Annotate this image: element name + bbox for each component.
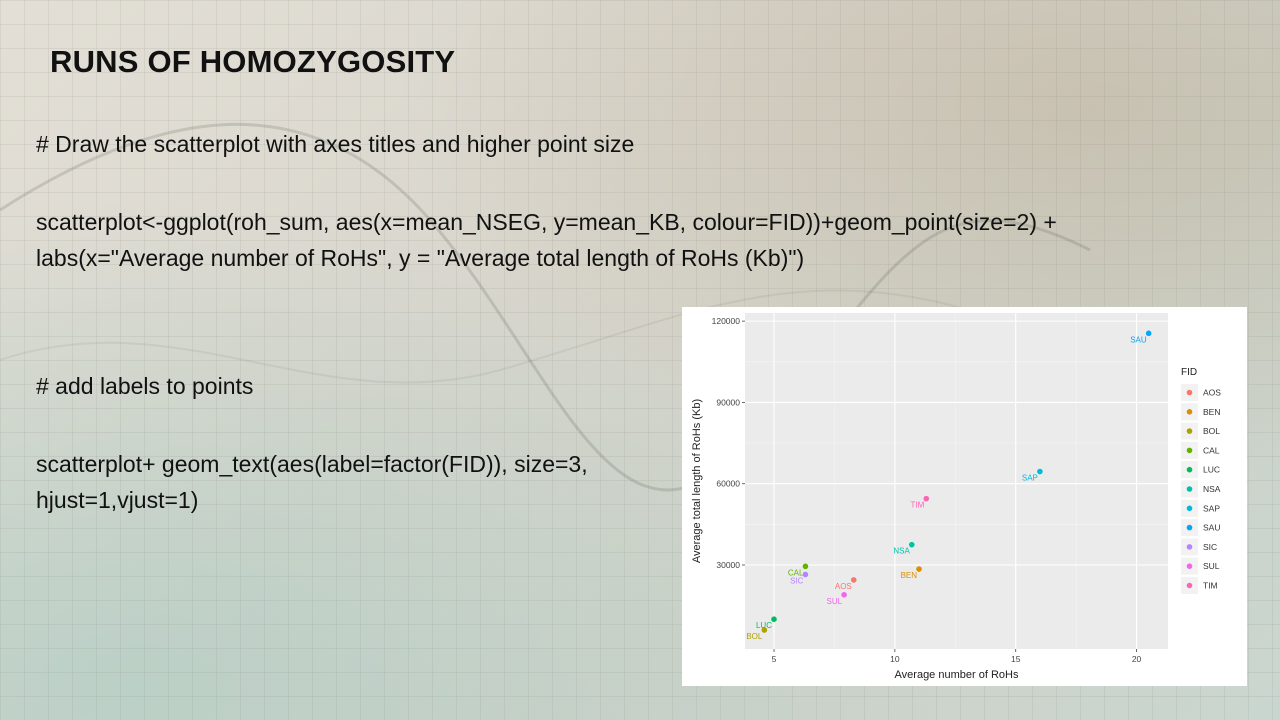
y-tick-label: 120000 [712, 316, 741, 326]
point-label-sic: SIC [790, 576, 804, 585]
point-sap [1037, 468, 1043, 475]
legend-point-aos [1186, 389, 1193, 396]
point-tim [923, 495, 930, 502]
legend-point-sap [1186, 505, 1193, 512]
x-tick-label: 20 [1132, 654, 1142, 664]
y-tick-label: 60000 [716, 479, 740, 489]
legend-point-sul [1186, 563, 1193, 569]
legend-label-sic: SIC [1203, 542, 1217, 552]
point-sul [841, 592, 847, 598]
legend-label-aos: AOS [1203, 388, 1221, 398]
point-label-luc: LUC [756, 621, 772, 630]
legend-label-cal: CAL [1203, 445, 1220, 455]
legend-point-sic [1186, 544, 1193, 550]
point-sic [802, 571, 809, 578]
legend-label-luc: LUC [1203, 465, 1220, 475]
point-label-bol: BOL [746, 632, 763, 641]
legend-point-ben [1186, 409, 1193, 415]
legend-point-luc [1186, 466, 1193, 473]
comment-add-labels: # add labels to points [36, 373, 254, 399]
legend-label-sul: SUL [1203, 561, 1220, 571]
x-tick-label: 5 [772, 654, 777, 664]
x-tick-label: 15 [1011, 654, 1021, 664]
point-label-tim: TIM [911, 501, 925, 510]
point-luc [771, 616, 777, 622]
plot-panel-background [745, 313, 1168, 649]
legend-label-sap: SAP [1203, 503, 1220, 513]
slide-title: RUNS OF HOMOZYGOSITY [50, 44, 456, 79]
comment-draw-scatterplot: # Draw the scatterplot with axes titles … [36, 131, 635, 157]
point-nsa [908, 541, 915, 548]
legend-label-nsa: NSA [1203, 484, 1221, 494]
point-ben [916, 566, 922, 572]
legend-point-nsa [1186, 486, 1193, 492]
legend-label-sau: SAU [1203, 523, 1220, 533]
point-sau [1145, 330, 1152, 337]
code-ggplot-scatterplot: scatterplot<-ggplot(roh_sum, aes(x=mean_… [36, 209, 1064, 271]
point-cal [802, 563, 809, 570]
y-tick-label: 30000 [716, 560, 740, 570]
point-label-aos: AOS [835, 582, 852, 591]
legend-label-bol: BOL [1203, 426, 1220, 436]
x-axis-title: Average number of RoHs [895, 669, 1019, 681]
legend-point-sau [1186, 524, 1193, 531]
legend-label-ben: BEN [1203, 407, 1220, 417]
legend-point-bol [1186, 428, 1193, 434]
point-bol [761, 627, 768, 633]
scatter-plot-svg: 5 10 15 20 30000 60000 90000 120000 Average numb… [691, 313, 1221, 681]
legend-title: FID [1181, 367, 1197, 378]
y-tick-label: 90000 [716, 397, 740, 407]
point-label-ben: BEN [901, 571, 918, 580]
point-label-cal: CAL [788, 568, 804, 577]
legend-point-cal [1186, 447, 1193, 454]
legend-point-tim [1186, 582, 1193, 589]
legend-label-tim: TIM [1203, 581, 1218, 591]
scatter-plot-figure: 5 10 15 20 30000 60000 90000 120000 Average numb… [682, 307, 1247, 686]
y-axis-title: Average total length of RoHs (Kb) [691, 399, 703, 563]
point-label-sul: SUL [827, 597, 843, 606]
code-geom-text: scatterplot+ geom_text(aes(label=factor(… [36, 451, 594, 513]
point-label-sau: SAU [1130, 335, 1147, 344]
x-tick-label: 10 [890, 654, 900, 664]
point-aos [850, 577, 857, 583]
point-label-nsa: NSA [893, 547, 910, 556]
point-label-sap: SAP [1022, 474, 1038, 483]
